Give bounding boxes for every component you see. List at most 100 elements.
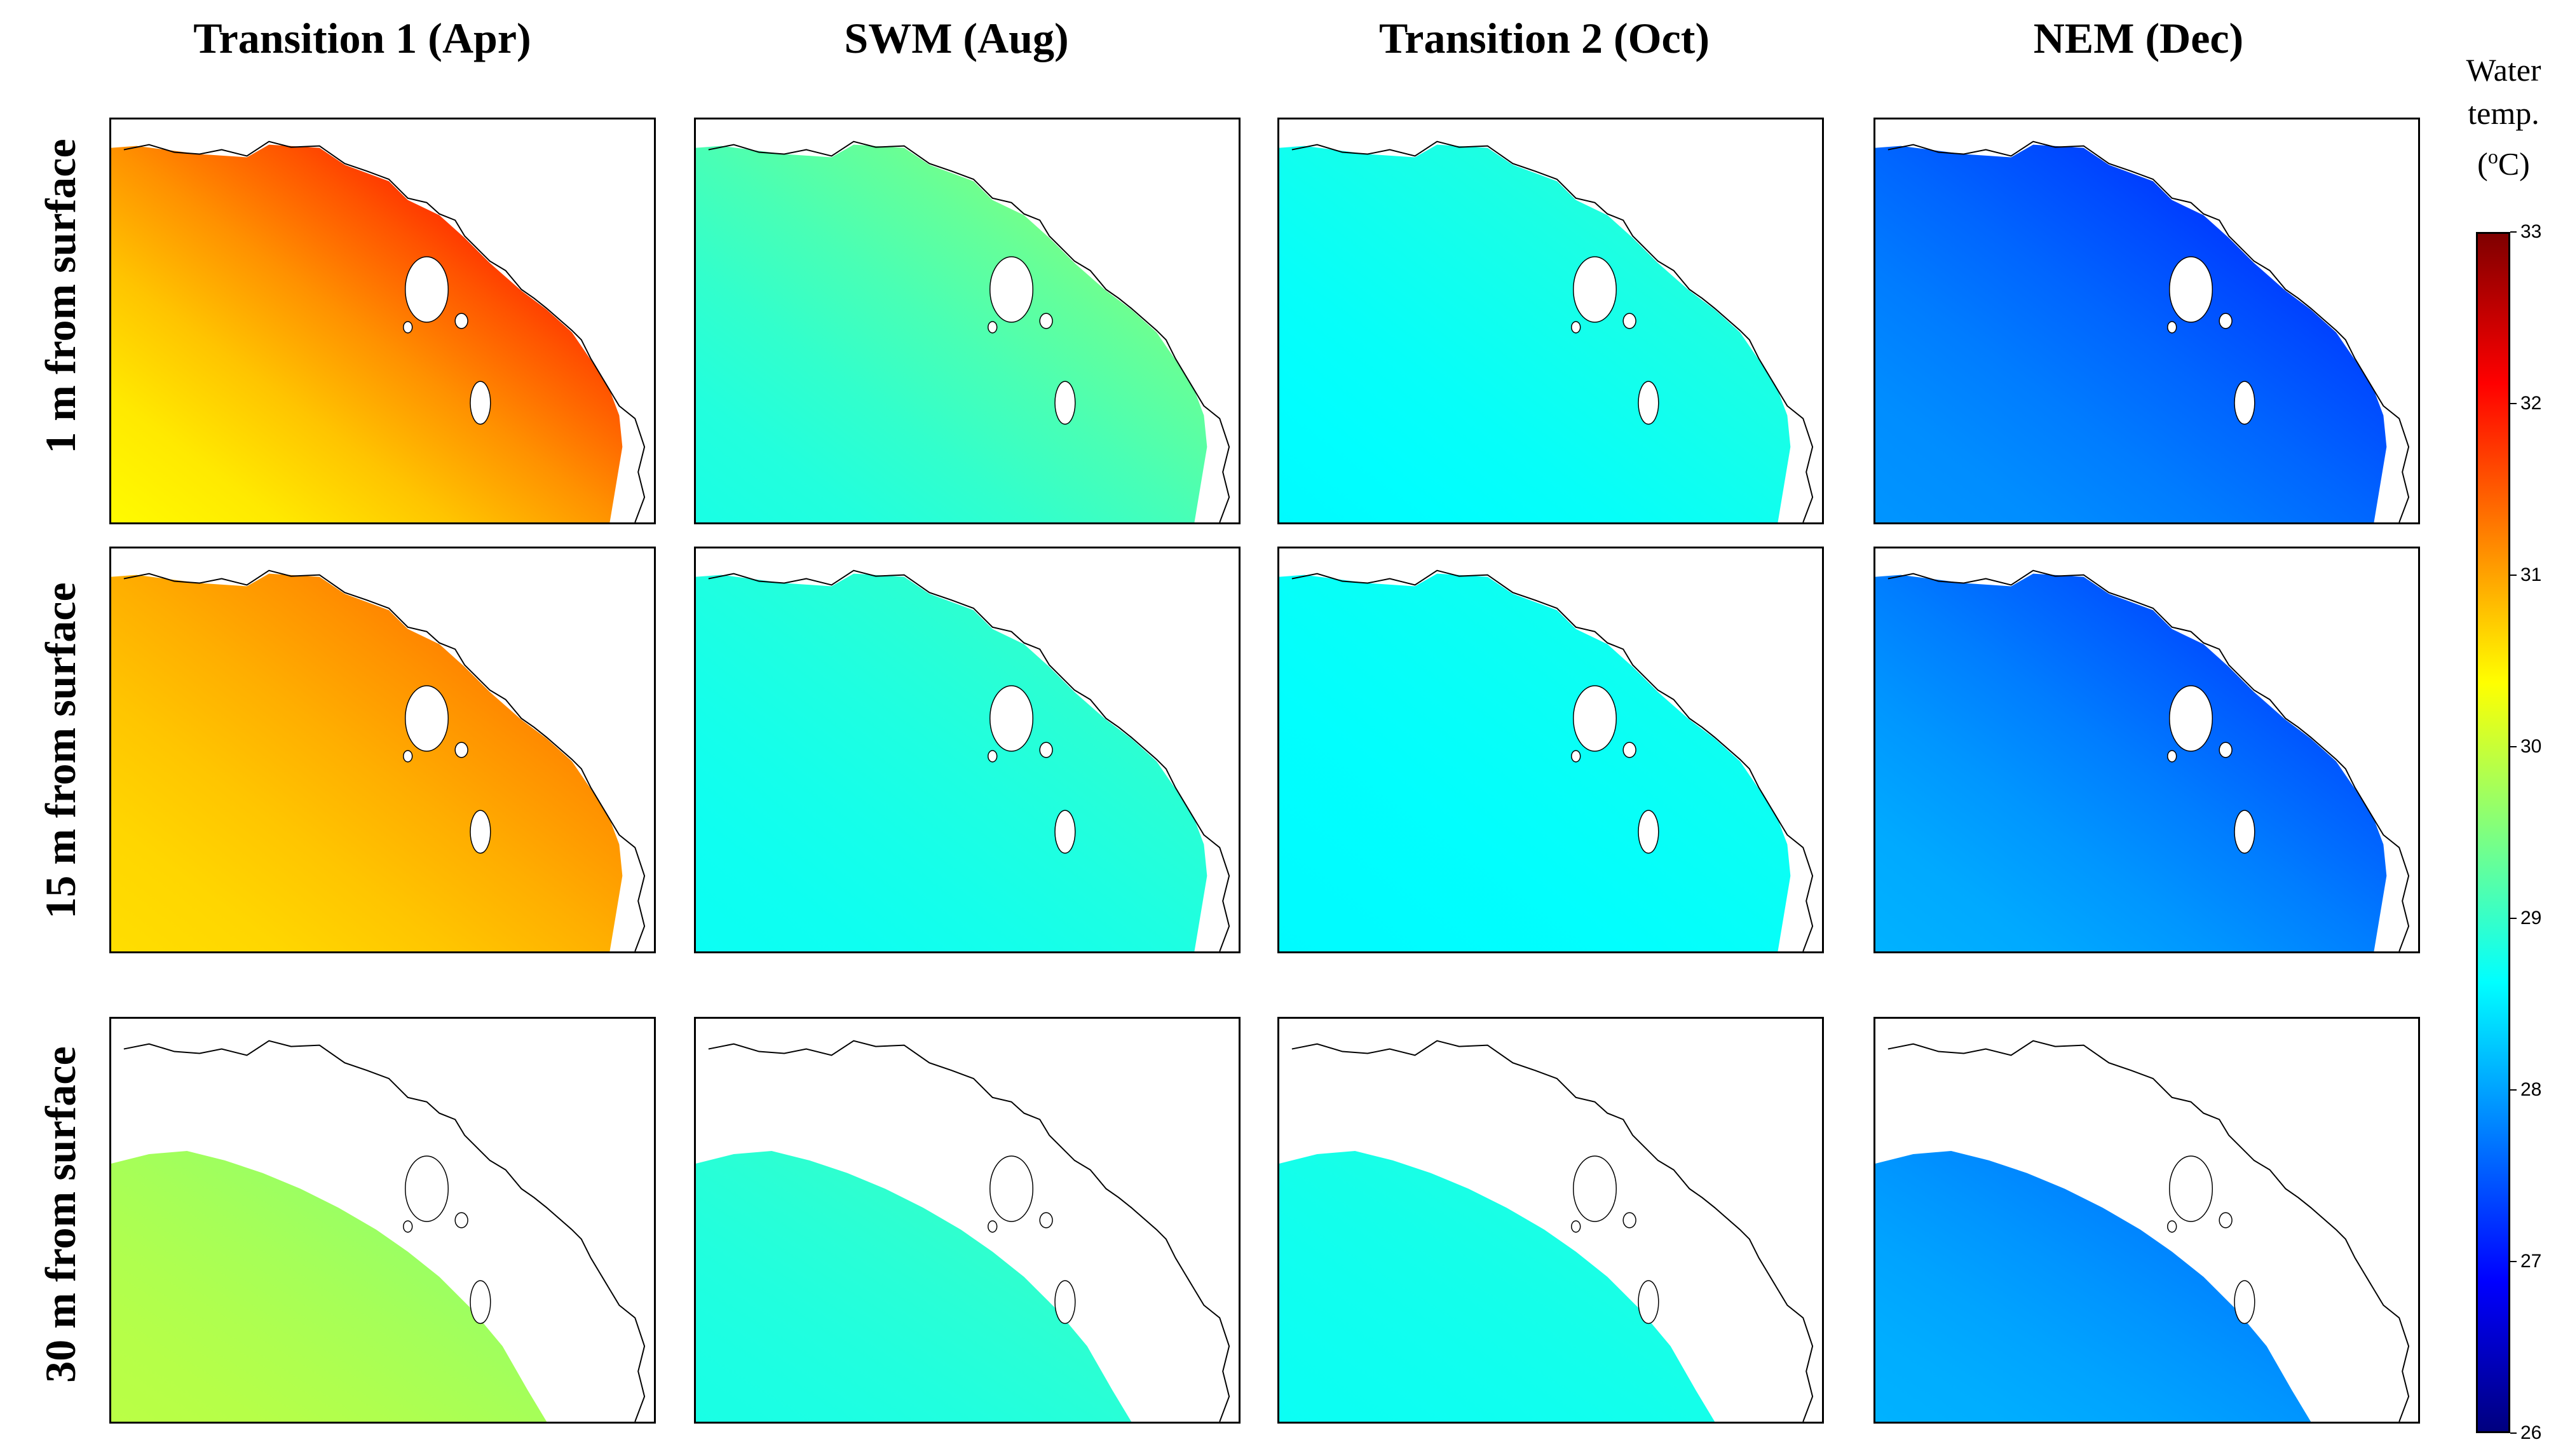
island (1571, 750, 1581, 763)
sea-temperature-field (111, 1151, 547, 1422)
island (470, 381, 491, 425)
column-title: SWM (Aug) (844, 14, 1069, 62)
colorbar-tick-mark (2510, 1261, 2517, 1262)
colorbar-tick-label: 29 (2520, 908, 2542, 929)
coastline (708, 1040, 1230, 1422)
island (988, 321, 998, 334)
sea-temperature-field (1279, 1151, 1715, 1422)
colorbar (2476, 232, 2510, 1433)
coastline (1887, 1040, 2410, 1422)
map-svg (1875, 569, 2410, 951)
sea-temperature-field (1279, 573, 1791, 951)
sea-temperature-field (1875, 1151, 2311, 1422)
coastline (123, 569, 646, 951)
map-svg (1875, 1040, 2410, 1422)
colorbar-tick-label: 32 (2520, 393, 2542, 414)
temperature-map-panel (109, 118, 656, 524)
colorbar-title: Water temp. (oC) (2437, 48, 2570, 186)
coastline (1887, 569, 2410, 951)
colorbar-tick-mark (2510, 403, 2517, 404)
sea-temperature-field (696, 1151, 1132, 1422)
colorbar-title-line2: temp. (2468, 95, 2539, 131)
colorbar-tick-mark (2510, 1432, 2517, 1434)
island (1571, 1220, 1581, 1233)
temperature-map-panel (1277, 547, 1824, 953)
island (2169, 685, 2213, 752)
colorbar-tick-label: 26 (2520, 1422, 2542, 1443)
column-title: Transition 2 (Oct) (1378, 14, 1710, 62)
coastline (708, 569, 1230, 951)
temperature-map-panel (1277, 1017, 1824, 1424)
map-svg (1875, 140, 2410, 522)
map-svg (696, 569, 1230, 951)
island (2234, 1280, 2255, 1324)
island (1638, 381, 1659, 425)
coastline (1291, 1040, 1814, 1422)
island (1573, 685, 1617, 752)
island (1622, 742, 1636, 758)
island (1638, 1280, 1659, 1324)
island (2167, 1220, 2177, 1233)
island (988, 1220, 998, 1233)
island (2169, 256, 2213, 323)
colorbar-tick-mark (2510, 575, 2517, 576)
island (403, 321, 413, 334)
map-svg (111, 1040, 646, 1422)
island (1039, 313, 1053, 329)
island (1054, 381, 1076, 425)
island (989, 685, 1034, 752)
island (405, 685, 449, 752)
colorbar-tick-mark (2510, 1089, 2517, 1091)
coastline (1887, 140, 2410, 522)
map-svg (111, 140, 646, 522)
colorbar-tick-mark (2510, 918, 2517, 919)
island (2234, 810, 2255, 854)
island (1573, 1155, 1617, 1222)
island (2219, 1212, 2233, 1228)
row-label: 15 m from surface (36, 582, 85, 919)
sea-temperature-field (1875, 573, 2387, 951)
island (454, 742, 468, 758)
colorbar-title-unit: (oC) (2477, 145, 2530, 182)
sea-temperature-field (111, 573, 623, 951)
island (1054, 1280, 1076, 1324)
temperature-map-panel (1873, 118, 2420, 524)
row-label: 1 m from surface (36, 139, 85, 454)
coastline (1291, 140, 1814, 522)
map-svg (696, 1040, 1230, 1422)
colorbar-tick-label: 33 (2520, 221, 2542, 242)
island (405, 256, 449, 323)
temperature-map-panel (1277, 118, 1824, 524)
colorbar-tick-label: 31 (2520, 564, 2542, 585)
temperature-map-panel (1873, 1017, 2420, 1424)
temperature-map-panel (694, 1017, 1241, 1424)
island (989, 1155, 1034, 1222)
sea-temperature-field (696, 144, 1207, 522)
island (2167, 750, 2177, 763)
sea-temperature-field (111, 144, 623, 522)
temperature-map-panel (109, 547, 656, 953)
coastline (123, 140, 646, 522)
sea-temperature-field (1279, 144, 1791, 522)
map-svg (111, 569, 646, 951)
island (470, 810, 491, 854)
island (1638, 810, 1659, 854)
column-title: NEM (Dec) (2033, 14, 2244, 62)
colorbar-tick-label: 30 (2520, 736, 2542, 757)
sea-temperature-field (696, 573, 1207, 951)
island (1573, 256, 1617, 323)
island (1039, 742, 1053, 758)
island (1039, 1212, 1053, 1228)
column-title: Transition 1 (Apr) (193, 14, 531, 62)
island (2219, 313, 2233, 329)
coastline (123, 1040, 646, 1422)
island (454, 313, 468, 329)
colorbar-tick-label: 27 (2520, 1251, 2542, 1272)
colorbar-tick-label: 28 (2520, 1079, 2542, 1100)
island (989, 256, 1034, 323)
coastline (708, 140, 1230, 522)
colorbar-tick-mark (2510, 231, 2517, 233)
coastline (1291, 569, 1814, 951)
island (2169, 1155, 2213, 1222)
colorbar-title-line1: Water (2466, 52, 2541, 88)
